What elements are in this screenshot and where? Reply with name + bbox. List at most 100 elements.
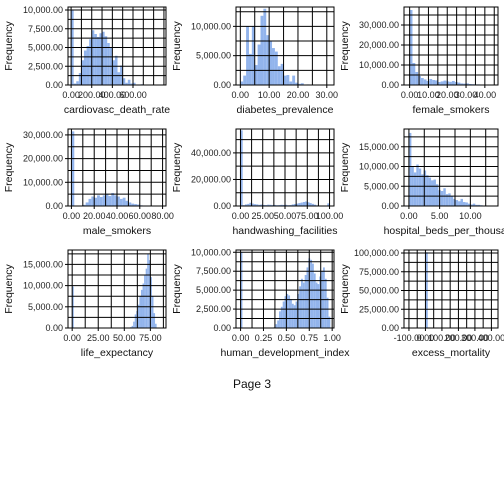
- y-tick-label: 5,000.00: [28, 302, 63, 312]
- y-tick-label: 0.00: [45, 201, 63, 211]
- histogram-bar: [437, 82, 441, 85]
- histogram-bar: [151, 296, 154, 328]
- histogram-bar: [432, 80, 436, 85]
- histogram-bar: [139, 296, 141, 328]
- histogram-bar: [435, 184, 439, 206]
- histogram-bar: [443, 188, 446, 206]
- histogram-bar: [451, 81, 455, 85]
- histogram-bar: [440, 190, 444, 206]
- plot-frame: [403, 128, 499, 207]
- histogram-bar: [433, 179, 436, 206]
- x-tick-label: 400.00: [99, 90, 127, 100]
- y-tick-label: 10,000.00: [23, 177, 63, 187]
- histogram-bar: [99, 197, 103, 206]
- histogram-bar: [86, 46, 90, 85]
- histogram-bar: [306, 267, 309, 328]
- histogram-bar: [458, 201, 461, 206]
- histogram-bar: [88, 198, 92, 206]
- histogram-bar: [431, 180, 434, 206]
- histogram-bar: [108, 196, 112, 206]
- y-axis-label: Frequency: [3, 263, 15, 313]
- grid-lines: [236, 250, 334, 328]
- histogram-bar: [280, 204, 283, 206]
- histogram-panel-2: 0.00 10.00 20.00 30.00 0.00 5,000.00 10,000.00…: [171, 6, 338, 116]
- histogram-bar: [291, 204, 294, 206]
- x-tick-label: 0.50: [278, 333, 296, 343]
- histogram-bar: [81, 60, 84, 85]
- histogram-bar: [274, 51, 278, 85]
- y-tick-label: 10,000.00: [191, 21, 231, 31]
- histogram-bar: [277, 66, 281, 85]
- y-tick-label: 7,500.00: [28, 24, 63, 34]
- x-tick-label: 300.00: [461, 333, 489, 343]
- histogram-bar: [460, 198, 463, 206]
- histogram-bar: [286, 75, 290, 85]
- y-axis-label: Frequency: [3, 142, 15, 192]
- x-tick-label: 20.00: [436, 90, 459, 100]
- histogram-bar: [248, 53, 252, 85]
- histogram-bar: [416, 164, 419, 206]
- y-axis-label: Frequency: [3, 20, 15, 70]
- histogram-bar: [131, 203, 135, 206]
- y-tick-label: 0.00: [381, 323, 399, 333]
- histogram-bar: [127, 79, 131, 85]
- histogram-panel-3: 0.0010.0020.0030.0040.000.0010,000.0020,…: [339, 6, 499, 116]
- histogram-bar: [136, 204, 140, 206]
- y-tick-label: 20,000.00: [191, 174, 231, 184]
- plot-frame: [403, 6, 499, 86]
- histogram-bar: [89, 39, 92, 85]
- histogram-bar: [247, 203, 250, 206]
- histogram-bar: [147, 253, 149, 328]
- x-tick-label: 1.00: [323, 333, 341, 343]
- histogram-bar: [102, 31, 105, 85]
- y-tick-label: 0.00: [213, 201, 231, 211]
- histogram-bar: [462, 202, 466, 206]
- histogram-bar: [299, 286, 302, 328]
- histogram-bar: [272, 48, 275, 85]
- x-tick-label: 200.00: [78, 90, 106, 100]
- histogram-bar: [282, 204, 285, 206]
- histogram-bar: [460, 83, 464, 85]
- histogram-bar: [295, 301, 298, 328]
- histogram-panel-8: 0.00 0.25 0.50 0.75 1.00 0.00 2,500.00 5,000.00…: [171, 247, 350, 359]
- histogram-bar: [153, 313, 156, 328]
- x-tick-label: 20.00: [83, 211, 106, 221]
- histogram-bar: [408, 132, 412, 206]
- histogram-bar: [298, 203, 301, 206]
- histogram-bar: [82, 204, 86, 206]
- x-axis-label: cardiovasc_death_rate: [64, 104, 170, 116]
- histogram-bar: [280, 306, 283, 328]
- y-tick-label: 0.00: [381, 80, 399, 90]
- histogram-bar: [418, 168, 422, 206]
- histogram-bar: [114, 195, 117, 206]
- histogram-bar: [466, 83, 469, 85]
- grid-lines: [236, 129, 334, 206]
- y-tick-label: 10,000.00: [359, 60, 399, 70]
- histogram-panel-9: -100.000.00100.00200.00300.00400.000.002…: [339, 248, 504, 359]
- histogram-bar: [71, 131, 75, 206]
- histogram-bar: [253, 204, 257, 206]
- histogram-bar: [415, 72, 419, 85]
- y-tick-label: 10,000.00: [23, 281, 63, 291]
- histogram-bar: [413, 172, 417, 206]
- histogram-bar: [286, 293, 289, 328]
- histogram-bar: [324, 278, 327, 328]
- y-tick-label: 50,000.00: [359, 286, 399, 296]
- x-axis-label: hospital_beds_per_thousand: [384, 225, 504, 237]
- histogram-bar: [122, 197, 126, 206]
- histogram-bar: [445, 194, 449, 206]
- y-tick-label: 20,000.00: [359, 40, 399, 50]
- histogram-bar: [155, 323, 157, 328]
- histogram-bar: [266, 35, 270, 85]
- grid-lines: [404, 250, 498, 328]
- histogram-bar: [73, 83, 77, 85]
- histogram-bar: [117, 196, 120, 206]
- histogram-bar: [428, 177, 432, 206]
- histogram-bar: [475, 204, 478, 206]
- histogram-bar: [443, 80, 447, 85]
- histogram-bar: [310, 259, 313, 328]
- grid-lines: [404, 129, 498, 206]
- histogram-bar: [472, 203, 476, 206]
- histogram-bar: [297, 83, 301, 85]
